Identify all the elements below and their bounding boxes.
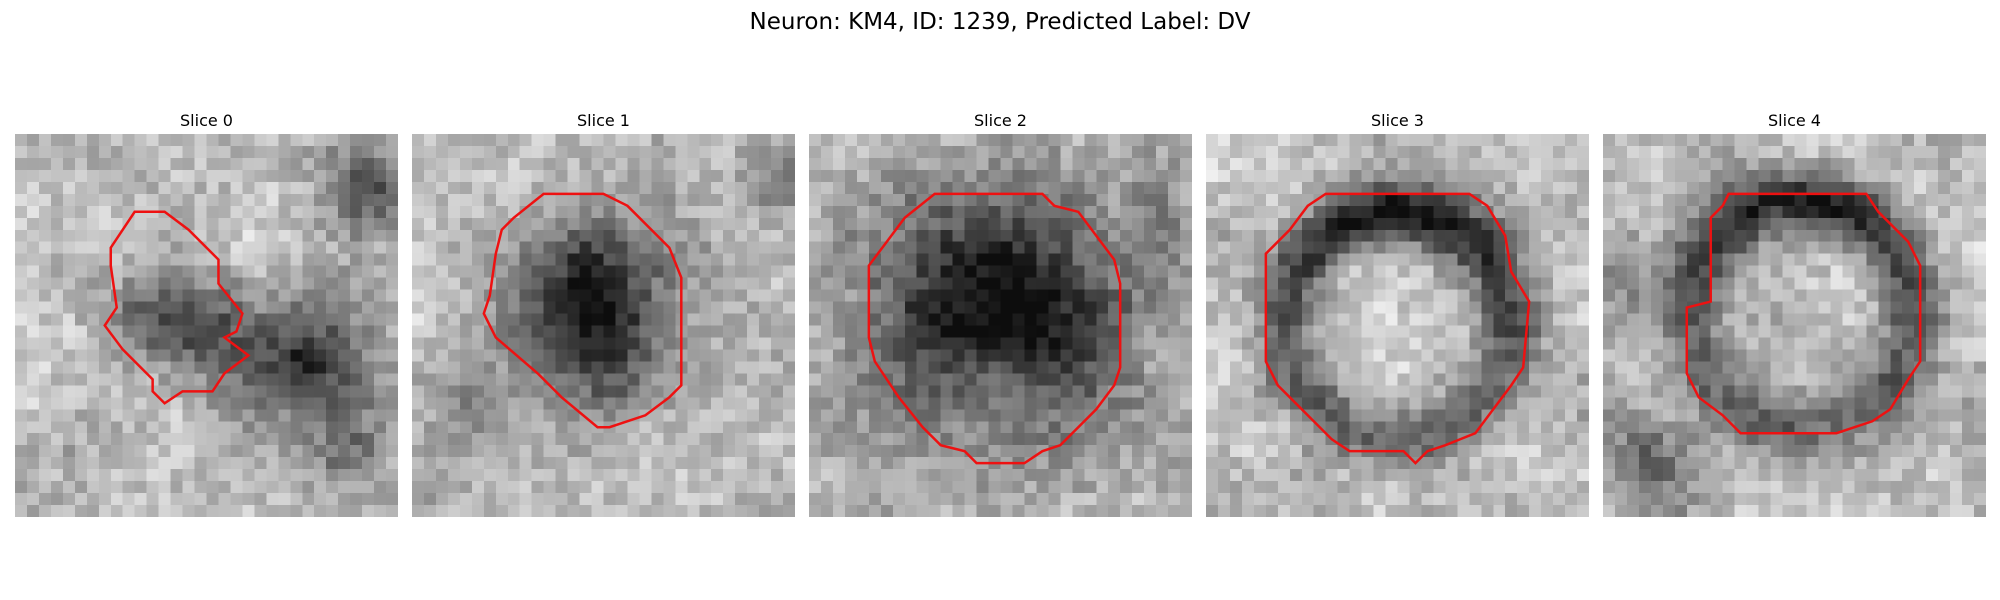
slice-image — [1603, 134, 1986, 517]
slice-image — [1206, 134, 1589, 517]
figure-title: Neuron: KM4, ID: 1239, Predicted Label: … — [749, 9, 1251, 35]
slice-title: Slice 3 — [1371, 111, 1424, 130]
slice-image — [15, 134, 398, 517]
slice-panel-1: Slice 1 — [412, 111, 795, 517]
segmentation-contour — [1687, 194, 1920, 433]
slice-overlay — [1603, 134, 1986, 517]
slice-image — [809, 134, 1192, 517]
segmentation-contour — [869, 194, 1120, 463]
slice-overlay — [15, 134, 398, 517]
slice-image — [412, 134, 795, 517]
slice-title: Slice 1 — [577, 111, 630, 130]
slice-title: Slice 0 — [180, 111, 233, 130]
slice-panel-2: Slice 2 — [809, 111, 1192, 517]
slice-panel-0: Slice 0 — [15, 111, 398, 517]
segmentation-contour — [105, 212, 249, 404]
slice-title: Slice 4 — [1768, 111, 1821, 130]
slice-overlay — [412, 134, 795, 517]
segmentation-contour — [1266, 194, 1529, 463]
slice-panel-3: Slice 3 — [1206, 111, 1589, 517]
segmentation-contour — [484, 194, 681, 427]
slice-overlay — [809, 134, 1192, 517]
slice-overlay — [1206, 134, 1589, 517]
slice-panel-4: Slice 4 — [1603, 111, 1986, 517]
slice-title: Slice 2 — [974, 111, 1027, 130]
